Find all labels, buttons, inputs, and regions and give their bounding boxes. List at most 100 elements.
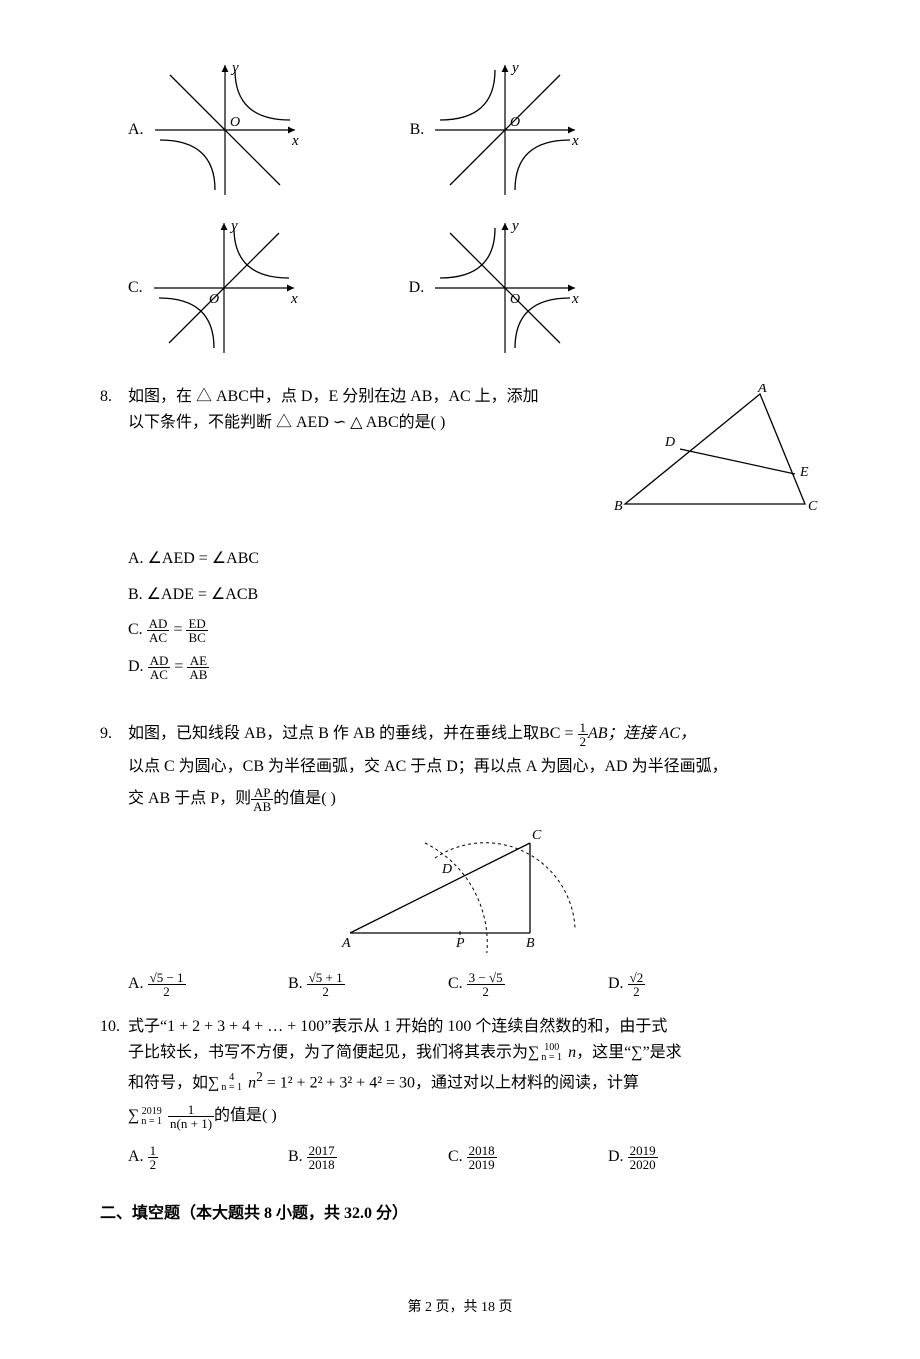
svg-text:D: D xyxy=(441,862,452,877)
q10-s1l: n = 1 xyxy=(539,1053,564,1063)
q10-s2sup: 2 xyxy=(256,1069,263,1084)
q9-opt-a: A. √5 − 12 xyxy=(128,971,288,998)
q10-l2b: ，这里“∑”是求 xyxy=(576,1044,682,1061)
q8-opt-d: D. ADAC = AEAB xyxy=(128,654,820,681)
q10-c-n: 2018 xyxy=(467,1144,497,1158)
q8-d-f2d: AB xyxy=(187,668,209,681)
q10-l2a: 子比较长，书写不方便，为了简便起见，我们将其表示为 xyxy=(128,1044,528,1061)
q9-p1a: 如图，已知线段 AB，过点 B 作 AB 的垂线，并在垂线上取BC = xyxy=(128,725,578,742)
q9-f1d: 2 xyxy=(578,735,589,748)
q10-opt-a: A. 12 xyxy=(128,1144,288,1171)
q9-p1b: AB；连接 AC， xyxy=(588,725,696,742)
q8-c-eq: = xyxy=(173,621,186,638)
q7-b-label: B. xyxy=(410,117,425,143)
q10-a-lab: A. xyxy=(128,1149,148,1166)
q10-l2: 子比较长，书写不方便，为了简便起见，我们将其表示为∑100n = 1 n，这里“… xyxy=(128,1040,820,1066)
q9-c-d: 2 xyxy=(467,985,505,998)
q8-c-label: C. xyxy=(128,621,147,638)
q7-graph-c: x y O xyxy=(149,218,299,358)
q9-a-n: √5 − 1 xyxy=(148,971,186,985)
q10-opt-d: D. 20192020 xyxy=(608,1144,768,1171)
q7-graph-a: x y O xyxy=(150,60,300,200)
q8-opt-b: B. ∠ADE = ∠ACB xyxy=(128,582,820,608)
q9-opt-b: B. √5 + 12 xyxy=(288,971,448,998)
q9-f3n: AP xyxy=(251,786,273,800)
svg-text:x: x xyxy=(290,291,298,307)
q9-figure: A B C D P xyxy=(320,813,600,953)
q9-b-n: √5 + 1 xyxy=(307,971,345,985)
q10-l4t: 的值是( ) xyxy=(214,1108,277,1125)
q10-a-n: 1 xyxy=(148,1144,159,1158)
q10-b-d: 2018 xyxy=(307,1158,337,1171)
q9-p3b: 的值是( ) xyxy=(273,790,336,807)
q8-d-f2n: AE xyxy=(187,654,209,668)
svg-text:O: O xyxy=(230,115,240,130)
svg-text:A: A xyxy=(341,936,351,951)
q10-l4: ∑2019n = 1 1n(n + 1)的值是( ) xyxy=(128,1103,820,1130)
q9-d-d: 2 xyxy=(628,985,646,998)
q10-num: 10. xyxy=(100,1014,128,1040)
q10-b-lab: B. xyxy=(288,1149,307,1166)
q10-l3: 和符号，如∑4n = 1 n2 = 1² + 2² + 3² + 4² = 30… xyxy=(128,1066,820,1096)
q9-b-d: 2 xyxy=(307,985,345,998)
q10-s2l: n = 1 xyxy=(219,1083,244,1093)
q10-s1b: n xyxy=(568,1044,576,1061)
q10-d-d: 2020 xyxy=(628,1158,658,1171)
q8-d-f1n: AD xyxy=(148,654,171,668)
q8-d-f1d: AC xyxy=(148,668,171,681)
svg-text:x: x xyxy=(291,133,299,149)
svg-text:A: A xyxy=(757,384,767,396)
q10-s2b: n xyxy=(248,1074,256,1091)
q7-graph-b: x y O xyxy=(430,60,580,200)
q9-f1n: 1 xyxy=(578,721,589,735)
q9-p3a: 交 AB 于点 P，则 xyxy=(128,790,251,807)
svg-text:x: x xyxy=(571,133,579,149)
q9-num: 9. xyxy=(100,721,128,747)
svg-text:y: y xyxy=(510,60,519,76)
svg-text:C: C xyxy=(808,499,818,514)
q9-opt-c: C. 3 − √52 xyxy=(448,971,608,998)
q9-c-lab: C. xyxy=(448,976,467,993)
q10: 10. 式子“1 + 2 + 3 + 4 + … + 100”表示从 1 开始的… xyxy=(100,1014,820,1130)
q10-s3l: n = 1 xyxy=(139,1117,164,1127)
q8-opt-a: A. ∠AED = ∠ABC xyxy=(128,546,820,572)
q8-stem1: 如图，在 △ ABC中，点 D，E 分别在边 AB，AC 上，添加 xyxy=(128,384,650,410)
q10-opt-c: C. 20182019 xyxy=(448,1144,608,1171)
q9-opt-d: D. √22 xyxy=(608,971,768,998)
q8-c-f1n: AD xyxy=(147,617,170,631)
q10-l3b: = 1² + 2² + 3² + 4² = 30，通过对以上材料的阅读，计算 xyxy=(263,1074,639,1091)
q8-c-f2n: ED xyxy=(186,617,207,631)
q7-graph-d: x y O xyxy=(430,218,580,358)
q8-d-label: D. xyxy=(128,658,148,675)
q9-a-lab: A. xyxy=(128,976,148,993)
section2-title: 二、填空题（本大题共 8 小题，共 32.0 分） xyxy=(100,1201,820,1227)
q10-l3a: 和符号，如 xyxy=(128,1074,208,1091)
q8-c-f1d: AC xyxy=(147,631,170,644)
q10-l1: 式子“1 + 2 + 3 + 4 + … + 100”表示从 1 开始的 100… xyxy=(128,1014,820,1040)
svg-text:E: E xyxy=(799,465,809,480)
q10-a-d: 2 xyxy=(148,1158,159,1171)
q9-stem-l3: 交 AB 于点 P，则APAB的值是( ) xyxy=(128,786,820,813)
q10-c-lab: C. xyxy=(448,1149,467,1166)
q9-a-d: 2 xyxy=(148,985,186,998)
q8: 8. 如图，在 △ ABC中，点 D，E 分别在边 AB，AC 上，添加 以下条… xyxy=(100,384,820,524)
q8-stem2: 以下条件，不能判断 △ AED ∽ △ ABC的是( ) xyxy=(128,410,650,436)
q10-d-lab: D. xyxy=(608,1149,628,1166)
q7-a-label: A. xyxy=(128,117,144,143)
q10-s3fd: n(n + 1) xyxy=(168,1117,214,1130)
q8-d-eq: = xyxy=(174,658,187,675)
q9-d-lab: D. xyxy=(608,976,628,993)
q10-d-n: 2019 xyxy=(628,1144,658,1158)
q7-row1: A. x y O B. xyxy=(100,60,820,200)
svg-text:P: P xyxy=(455,936,465,951)
q10-opts: A. 12 B. 20172018 C. 20182019 D. 2019202… xyxy=(128,1144,820,1171)
q9-b-lab: B. xyxy=(288,976,307,993)
q9-f3d: AB xyxy=(251,800,273,813)
svg-text:x: x xyxy=(571,291,579,307)
svg-text:y: y xyxy=(510,218,519,234)
q8-figure: A B C D E xyxy=(610,384,820,524)
q9-opts: A. √5 − 12 B. √5 + 12 C. 3 − √52 D. √22 xyxy=(128,971,820,998)
q8-num: 8. xyxy=(100,384,128,410)
q9-stem-l1: 如图，已知线段 AB，过点 B 作 AB 的垂线，并在垂线上取BC = 12AB… xyxy=(128,721,820,748)
q10-s3fn: 1 xyxy=(168,1103,214,1117)
